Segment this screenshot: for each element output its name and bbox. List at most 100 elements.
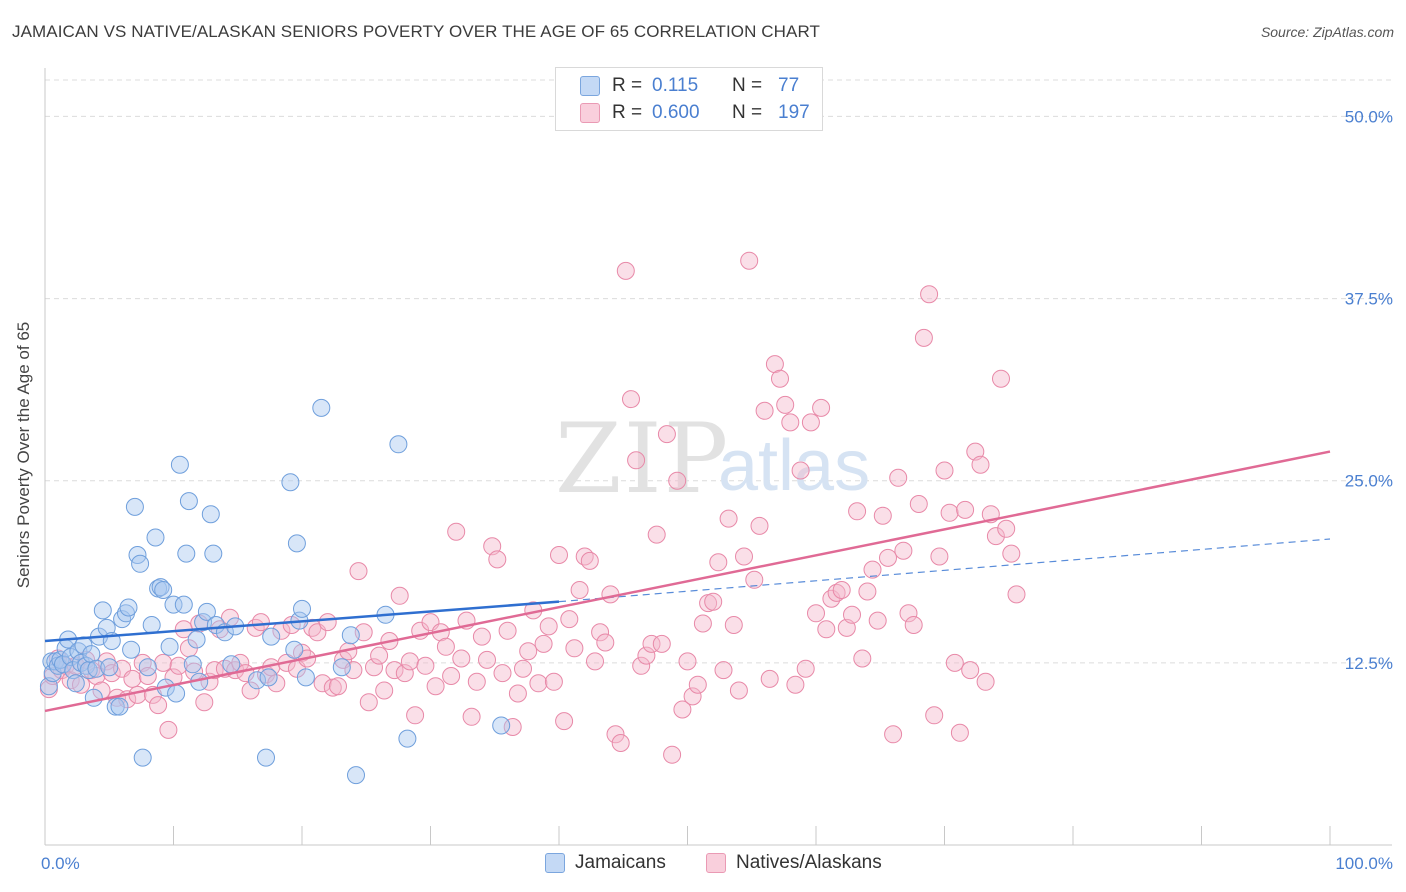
natives-alaskans-point bbox=[318, 613, 337, 632]
natives-alaskans-point bbox=[560, 610, 579, 629]
natives-alaskans-point bbox=[719, 509, 738, 528]
natives-alaskans-point bbox=[400, 652, 419, 671]
jamaicans-point bbox=[285, 640, 304, 659]
jamaicans-point bbox=[257, 748, 275, 767]
natives-alaskans-point bbox=[843, 605, 861, 624]
natives-alaskans-point bbox=[745, 570, 764, 589]
natives-alaskans-point bbox=[663, 745, 682, 764]
natives-alaskans-point bbox=[426, 677, 445, 696]
natives-alaskans-point bbox=[503, 718, 522, 736]
natives-alaskans-point bbox=[442, 667, 461, 685]
natives-alaskans-point bbox=[647, 525, 666, 544]
natives-alaskans-point bbox=[832, 581, 851, 599]
jamaicans-point bbox=[204, 544, 223, 563]
natives-alaskans-point bbox=[606, 725, 625, 744]
legend-row-jamaicans: R = 0.115 N = 77 bbox=[580, 73, 799, 99]
natives-alaskans-point bbox=[570, 581, 589, 599]
natives-alaskans-point bbox=[627, 451, 646, 470]
natives-alaskans-point bbox=[956, 500, 975, 519]
natives-alaskans-point bbox=[997, 519, 1016, 538]
y-axis-label: Seniors Poverty Over the Age of 65 bbox=[14, 321, 33, 589]
legend-r-value: 0.600 bbox=[652, 102, 700, 123]
natives-alaskans-point bbox=[586, 652, 604, 671]
natives-alaskans-point bbox=[344, 661, 363, 680]
chart-title: JAMAICAN VS NATIVE/ALASKAN SENIORS POVER… bbox=[12, 22, 821, 41]
natives-alaskans-point bbox=[976, 672, 995, 691]
natives-alaskans-point bbox=[472, 627, 491, 646]
jamaicans-point bbox=[296, 668, 315, 687]
jamaicans-point bbox=[170, 455, 189, 474]
natives-alaskans-point bbox=[452, 649, 471, 668]
axes bbox=[44, 68, 1392, 846]
natives-alaskans-point bbox=[622, 390, 640, 409]
jamaicans-point bbox=[281, 473, 300, 492]
natives-alaskans-point bbox=[550, 546, 568, 564]
jamaicans-point bbox=[160, 637, 179, 656]
jamaicans-point bbox=[187, 630, 206, 649]
natives-alaskans-point bbox=[544, 672, 563, 691]
jamaicans-point bbox=[106, 697, 125, 716]
x-tick-label-max: 100.0% bbox=[1335, 854, 1393, 873]
y-tick-label: 50.0% bbox=[1345, 107, 1393, 126]
natives-alaskans-point bbox=[909, 495, 928, 513]
natives-alaskans-point bbox=[385, 661, 404, 680]
natives-alaskans-point bbox=[128, 685, 147, 704]
legend-r-label: R = bbox=[612, 75, 643, 96]
jamaicans-point bbox=[110, 697, 129, 716]
natives-alaskans-point bbox=[930, 547, 949, 566]
jamaicans-point bbox=[54, 655, 72, 674]
chart-source: Source: ZipAtlas.com bbox=[1260, 24, 1394, 40]
jamaicans-point bbox=[146, 528, 165, 547]
natives-alaskans-point bbox=[858, 582, 877, 601]
natives-alaskans-point bbox=[925, 706, 944, 725]
natives-alaskans-point bbox=[889, 468, 908, 487]
jamaicans-point bbox=[222, 655, 241, 674]
natives-alaskans-point bbox=[735, 547, 753, 566]
natives-alaskans-point bbox=[879, 548, 897, 567]
jamaicans-point bbox=[151, 578, 170, 597]
natives-alaskans-point bbox=[652, 634, 671, 653]
trend-lines bbox=[44, 450, 1331, 713]
jamaicans-point bbox=[262, 627, 281, 646]
natives-alaskans-point bbox=[796, 659, 815, 678]
legend-swatch-blue bbox=[580, 76, 600, 96]
jamaicans-point bbox=[133, 748, 152, 767]
natives-alaskans-point bbox=[555, 712, 574, 731]
legend-n-label: N = bbox=[732, 75, 763, 96]
y-tick-label: 25.0% bbox=[1345, 472, 1393, 491]
natives-alaskans-point bbox=[1002, 544, 1021, 563]
natives-alaskans-point bbox=[827, 583, 846, 602]
natives-alaskans-point bbox=[123, 669, 142, 688]
legend-item-jamaicans: Jamaicans bbox=[545, 852, 666, 874]
jamaicans-point bbox=[84, 688, 103, 707]
jamaicans-point bbox=[122, 640, 141, 659]
natives-alaskans-point bbox=[771, 369, 789, 388]
natives-alaskans-point bbox=[678, 652, 697, 671]
natives-alaskans-point bbox=[812, 398, 831, 417]
natives-alaskans-point bbox=[159, 720, 178, 739]
natives-alaskans-point bbox=[853, 649, 872, 668]
jamaicans-point bbox=[293, 599, 311, 618]
natives-alaskans-point bbox=[683, 687, 702, 706]
jamaicans-point bbox=[179, 492, 198, 511]
jamaicans-point bbox=[82, 645, 101, 664]
series-legend: Jamaicans Natives/Alaskans bbox=[0, 852, 1406, 878]
legend-swatch-pink bbox=[706, 853, 726, 873]
tick-labels: 12.5% 25.0% 37.5% 50.0% 0.0% 100.0% bbox=[41, 107, 1393, 873]
natives-alaskans-point bbox=[642, 634, 661, 653]
natives-alaskans-point bbox=[169, 656, 188, 675]
natives-alaskans-point bbox=[971, 455, 990, 474]
natives-alaskans-point bbox=[241, 681, 260, 700]
natives-alaskans-point bbox=[873, 506, 892, 525]
jamaicans-point bbox=[79, 661, 98, 680]
jamaicans-point bbox=[398, 729, 417, 748]
watermark-zip: ZIP bbox=[555, 403, 730, 515]
jamaicans-point bbox=[131, 554, 150, 573]
natives-alaskans-point bbox=[349, 562, 368, 581]
jamaicans-trend-extension bbox=[558, 538, 1331, 603]
jamaicans-point bbox=[174, 595, 193, 614]
natives-alaskans-point bbox=[781, 413, 800, 432]
legend-label-natives: Natives/Alaskans bbox=[736, 852, 882, 873]
legend-n-value: 197 bbox=[778, 102, 810, 123]
natives-alaskans-point bbox=[154, 653, 173, 672]
